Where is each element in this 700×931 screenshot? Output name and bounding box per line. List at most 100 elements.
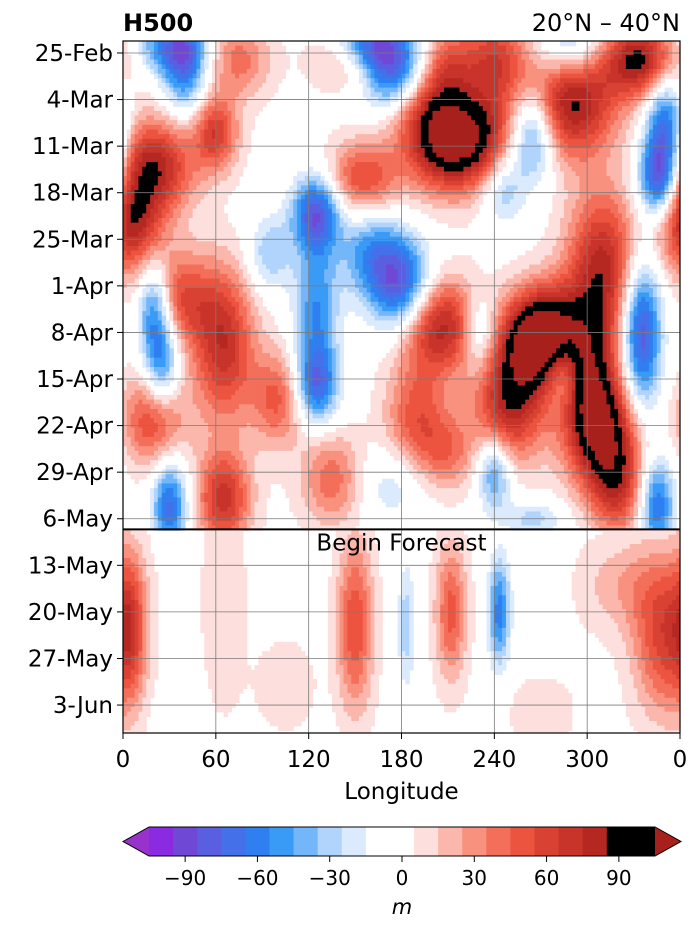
field-cell — [281, 45, 287, 51]
field-cell — [235, 180, 240, 186]
field-cell — [266, 73, 271, 79]
field-cell — [331, 54, 337, 61]
field-cell — [165, 73, 171, 79]
field-cell — [324, 148, 329, 154]
field-cell — [474, 87, 480, 93]
field-cell — [505, 134, 511, 140]
field-cell — [258, 101, 263, 107]
field-cell — [308, 171, 314, 177]
field-cell — [459, 106, 464, 112]
field-cell — [621, 138, 627, 145]
field-cell — [610, 54, 615, 61]
field-cell — [455, 208, 461, 214]
field-cell — [451, 45, 457, 51]
field-cell — [436, 41, 441, 47]
field-cell — [517, 78, 523, 84]
field-cell — [215, 245, 221, 252]
field-cell — [200, 129, 205, 135]
field-cell — [517, 68, 523, 75]
field-cell — [432, 87, 437, 93]
field-cell — [672, 129, 677, 135]
field-cell — [517, 41, 523, 47]
field-cell — [227, 241, 232, 247]
field-cell — [633, 73, 639, 79]
field-cell — [563, 171, 569, 177]
field-cell — [362, 241, 368, 247]
field-cell — [215, 124, 221, 131]
field-cell — [579, 217, 584, 224]
field-cell — [405, 199, 410, 205]
field-cell — [161, 78, 167, 84]
field-cell — [161, 157, 167, 163]
field-cell — [525, 138, 530, 145]
field-cell — [389, 59, 395, 65]
field-cell — [533, 64, 538, 70]
field-cell — [652, 194, 658, 200]
field-cell — [358, 199, 364, 205]
field-cell — [672, 194, 677, 200]
field-cell — [656, 171, 662, 177]
field-cell — [513, 101, 519, 107]
field-cell — [343, 73, 348, 79]
field-cell — [459, 204, 464, 210]
field-cell — [181, 148, 186, 154]
field-cell — [672, 59, 677, 65]
field-cell — [320, 185, 325, 191]
field-cell — [378, 87, 383, 93]
field-cell — [293, 217, 298, 224]
field-cell — [351, 180, 356, 186]
field-cell — [467, 213, 472, 219]
field-cell — [389, 194, 395, 200]
field-cell — [320, 245, 325, 252]
field-cell — [142, 54, 147, 61]
field-cell — [386, 134, 391, 140]
field-cell — [366, 241, 372, 247]
field-cell — [273, 64, 279, 70]
field-cell — [173, 208, 178, 214]
field-cell — [192, 45, 198, 51]
field-cell — [242, 162, 248, 168]
field-cell — [575, 78, 581, 84]
field-cell — [188, 157, 194, 163]
field-cell — [598, 73, 604, 79]
field-cell — [502, 180, 507, 186]
field-cell — [378, 101, 383, 107]
field-cell — [467, 115, 472, 121]
field-cell — [181, 231, 186, 238]
field-cell — [645, 152, 650, 159]
field-cell — [676, 73, 680, 79]
field-cell — [579, 124, 584, 131]
field-cell — [157, 162, 163, 168]
field-cell — [308, 231, 314, 238]
field-cell — [444, 73, 449, 79]
field-cell — [672, 64, 677, 70]
field-cell — [254, 87, 259, 93]
field-cell — [455, 115, 461, 121]
field-cell — [378, 166, 383, 173]
field-cell — [436, 120, 441, 126]
field-cell — [478, 54, 484, 61]
field-cell — [335, 180, 341, 186]
field-cell — [370, 138, 376, 145]
field-cell — [598, 59, 604, 65]
field-cell — [424, 129, 430, 135]
field-cell — [196, 134, 201, 140]
field-cell — [231, 68, 236, 75]
field-cell — [660, 148, 666, 154]
field-cell — [150, 208, 155, 214]
field-cell — [560, 148, 565, 154]
field-cell — [343, 213, 348, 219]
field-cell — [509, 78, 515, 84]
field-cell — [571, 124, 577, 131]
field-cell — [521, 157, 526, 163]
field-cell — [660, 92, 666, 98]
field-cell — [161, 185, 167, 191]
field-cell — [513, 124, 519, 131]
field-cell — [254, 41, 259, 47]
field-cell — [142, 208, 147, 214]
field-cell — [509, 54, 515, 61]
field-cell — [200, 148, 205, 154]
field-cell — [235, 87, 240, 93]
field-cell — [150, 217, 155, 224]
field-cell — [169, 64, 174, 70]
